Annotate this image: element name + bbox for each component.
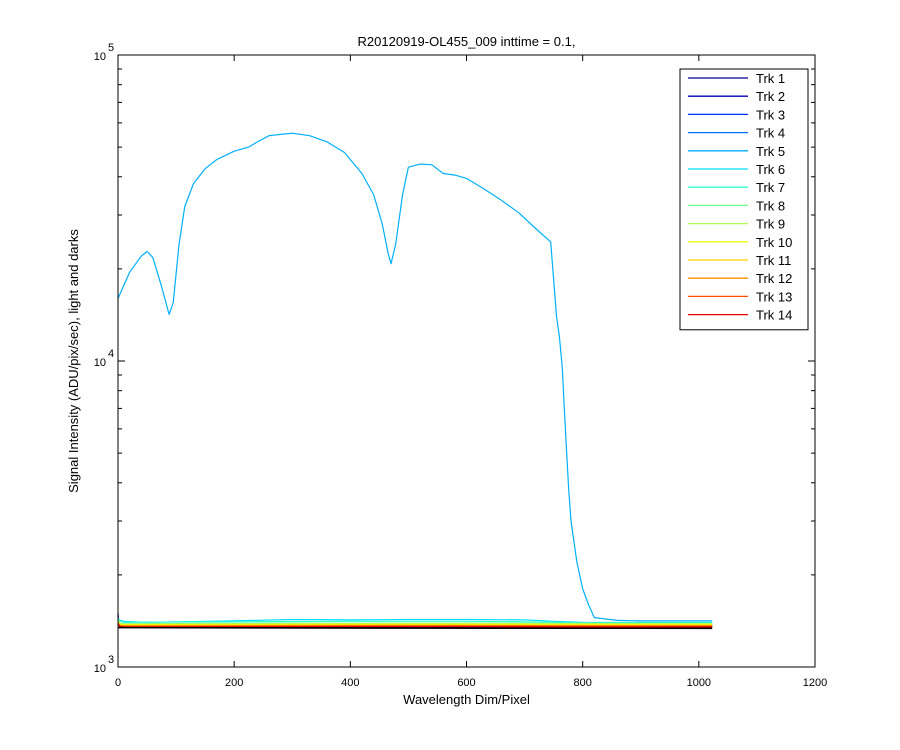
legend-label: Trk 14 [756, 308, 792, 323]
x-axis-label: Wavelength Dim/Pixel [403, 692, 530, 707]
x-tick-label: 400 [341, 677, 359, 689]
y-tick-label-base: 10 [94, 357, 106, 369]
legend-label: Trk 7 [756, 180, 785, 195]
chart-title: R20120919-OL455_009 inttime = 0.1, [358, 34, 576, 49]
series-line [117, 620, 713, 626]
y-tick-label-exponent: 3 [108, 654, 114, 666]
legend-label: Trk 2 [756, 89, 785, 104]
y-tick-label-base: 10 [94, 663, 106, 675]
series-line [117, 623, 713, 628]
legend-label: Trk 10 [756, 235, 792, 250]
x-tick-label: 600 [457, 677, 475, 689]
dark-baseline-line [117, 626, 713, 630]
series-line [117, 617, 713, 624]
legend-box [679, 68, 809, 331]
y-tick-label-exponent: 4 [108, 348, 114, 360]
legend-label: Trk 12 [756, 271, 792, 286]
x-tick-label: 0 [115, 677, 121, 689]
data-layer [117, 132, 713, 630]
legend-label: Trk 3 [756, 107, 785, 122]
y-tick-label-exponent: 5 [108, 42, 114, 54]
series-line [117, 132, 713, 622]
x-tick-label: 1000 [687, 677, 711, 689]
x-tick-label: 800 [573, 677, 591, 689]
legend-label: Trk 13 [756, 289, 792, 304]
legend-label: Trk 9 [756, 217, 785, 232]
legend-label: Trk 1 [756, 71, 785, 86]
legend-label: Trk 8 [756, 198, 785, 213]
x-tick-label: 200 [225, 677, 243, 689]
x-tick-label: 1200 [803, 677, 827, 689]
legend-label: Trk 11 [756, 253, 791, 268]
legend-label: Trk 4 [756, 126, 785, 141]
legend-label: Trk 5 [756, 144, 785, 159]
y-axis-label: Signal Intensity (ADU/pix/sec), light an… [66, 229, 81, 493]
legend-label: Trk 6 [756, 162, 785, 177]
legend: Trk 1 Trk 2 Trk 3 Trk 4 Trk 5 Trk 6 Trk 7 Trk 8… [679, 68, 809, 331]
y-tick-label-base: 10 [94, 51, 106, 63]
